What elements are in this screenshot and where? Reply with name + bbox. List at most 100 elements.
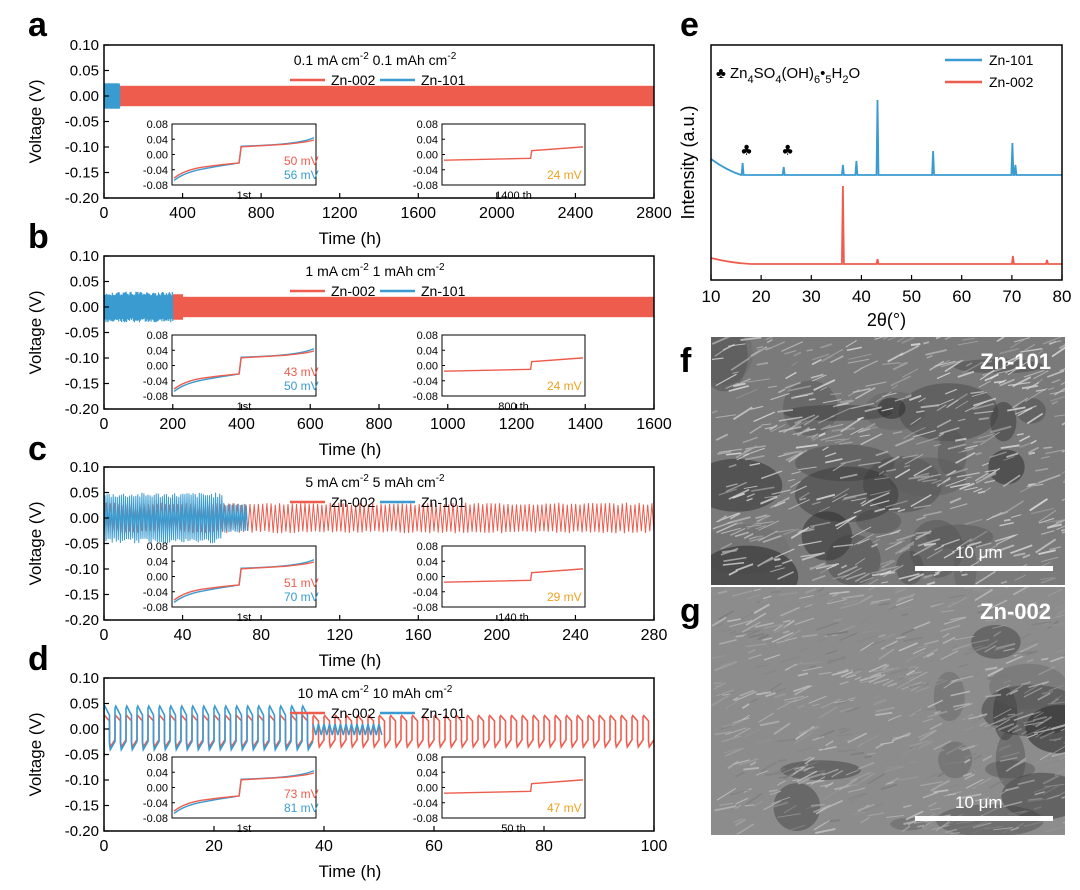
sem-streak <box>1027 446 1039 454</box>
sem-streak <box>935 679 948 686</box>
sem-streak <box>1051 751 1065 758</box>
sem-streak <box>832 543 854 548</box>
sem-streak <box>1002 827 1013 834</box>
sem-streak <box>857 416 864 421</box>
sem-streak <box>790 485 807 494</box>
sem-streak <box>864 406 882 413</box>
sem-streak <box>759 720 780 727</box>
sem-streak <box>1049 546 1062 551</box>
compound-annotation: ♣ Zn4SO4(OH)6•5H2O <box>716 65 860 86</box>
sem-streak <box>859 434 871 438</box>
x-tick-label: 0 <box>100 205 109 222</box>
sem-streak <box>831 670 849 676</box>
sem-streak <box>975 451 982 456</box>
sem-streak <box>977 588 994 592</box>
sem-streak <box>748 536 757 540</box>
sem-streak <box>1059 756 1065 761</box>
x-tick-label: 100 <box>641 838 668 855</box>
inset-y-tick-label: 0.04 <box>147 345 168 357</box>
sem-streak <box>897 605 913 611</box>
sem-streak <box>975 542 992 548</box>
sem-streak <box>1044 783 1065 788</box>
sem-streak <box>961 714 979 720</box>
sem-streak <box>880 570 892 576</box>
sem-streak <box>867 752 876 755</box>
sem-streak <box>945 388 958 395</box>
sem-streak <box>712 623 724 629</box>
sem-streak <box>955 437 967 442</box>
y-tick-label: 0.05 <box>70 274 99 291</box>
sem-streak <box>717 451 732 455</box>
sem-streak <box>907 665 916 669</box>
sem-streak <box>920 404 940 409</box>
sem-streak <box>1028 797 1043 801</box>
sem-dark-region <box>783 404 893 421</box>
sem-streak <box>845 340 857 348</box>
sem-streak <box>1017 779 1035 786</box>
inset-y-tick-label: -0.08 <box>143 180 168 192</box>
x-tick-label: 800 <box>366 416 393 433</box>
sem-streak <box>875 450 889 457</box>
sem-streak <box>892 430 903 435</box>
inset-y-tick-label: -0.04 <box>413 587 438 599</box>
sem-streak <box>857 742 864 747</box>
sem-streak <box>1061 531 1065 534</box>
sem-streak <box>866 666 886 679</box>
sem-streak <box>1042 337 1063 345</box>
sem-label-zn101: Zn-101 <box>980 349 1051 374</box>
scale-bar <box>915 566 1053 571</box>
sem-streak <box>1037 474 1061 484</box>
sem-streak <box>735 818 746 827</box>
x-tick-label: 1200 <box>499 416 535 433</box>
sem-streak <box>822 399 842 404</box>
sem-streak <box>1007 724 1019 733</box>
sem-streak <box>1002 500 1024 515</box>
sem-streak <box>957 370 975 378</box>
sem-streak <box>720 547 739 556</box>
sem-streak <box>750 698 759 703</box>
y-tick-label: 0.00 <box>70 88 99 105</box>
sem-streak <box>977 432 996 440</box>
sem-streak <box>818 746 837 751</box>
y-tick-label: -0.20 <box>65 401 99 418</box>
sem-streak <box>1009 689 1019 695</box>
sem-streak <box>1049 390 1065 395</box>
sem-streak <box>1000 756 1018 762</box>
sem-streak <box>1013 552 1026 557</box>
sem-streak <box>982 790 990 794</box>
sem-streak <box>845 769 859 776</box>
sem-streak <box>1012 832 1019 835</box>
sem-streak <box>850 497 867 502</box>
sem-streak <box>917 824 925 828</box>
legend-label-zn101: Zn-101 <box>421 72 466 88</box>
sem-streak <box>861 629 882 634</box>
sem-streak <box>1060 528 1065 532</box>
sem-streak <box>987 667 1004 677</box>
sem-streak <box>992 797 1001 802</box>
sem-streak <box>1059 368 1065 372</box>
sem-streak <box>999 347 1019 355</box>
sem-streak <box>899 546 911 554</box>
sem-streak <box>776 738 796 743</box>
sem-streak <box>860 641 874 652</box>
sem-streak <box>901 613 909 617</box>
sem-streak <box>755 622 774 628</box>
sem-streak <box>822 768 839 776</box>
sem-streak <box>958 744 979 750</box>
sem-streak <box>799 725 819 735</box>
sem-streak <box>952 702 971 708</box>
sem-streak <box>839 602 862 610</box>
sem-streak <box>711 409 718 414</box>
sem-streak <box>922 718 934 723</box>
sem-streak <box>881 581 889 584</box>
condition-label: 10 mA cm-2 10 mAh cm-2 <box>298 684 453 701</box>
sem-streak <box>1030 507 1055 515</box>
x-tick-label: 800 <box>248 205 275 222</box>
sem-streak <box>943 551 955 559</box>
sem-streak <box>896 676 918 689</box>
sem-streak <box>1014 337 1030 343</box>
sem-streak <box>1048 685 1064 691</box>
sem-streak <box>778 388 786 394</box>
sem-streak <box>849 792 869 803</box>
